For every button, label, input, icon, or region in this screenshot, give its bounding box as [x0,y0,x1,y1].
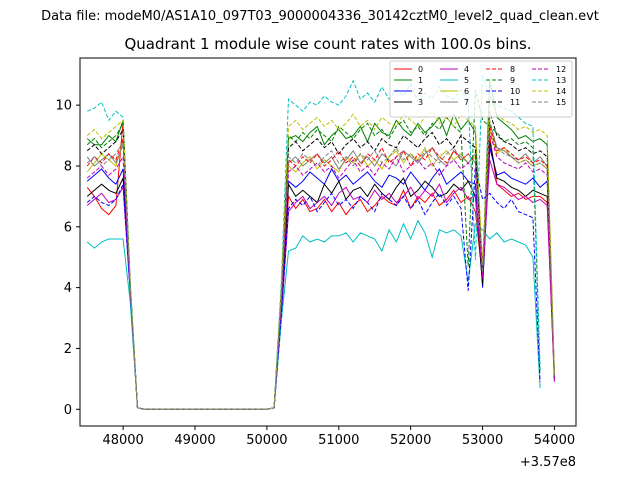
x-tick-label: 53000 [462,433,503,448]
series-line-15 [86,120,555,410]
x-tick-label: 51000 [318,433,359,448]
y-tick-label: 8 [64,159,72,174]
legend-box [389,60,573,118]
x-tick-label: 48000 [102,433,143,448]
legend-label-4: 4 [464,65,469,74]
y-tick-label: 0 [64,403,72,418]
legend-label-8: 8 [510,65,515,74]
legend-label-2: 2 [418,87,423,96]
series-layer [86,74,555,410]
series-line-14 [86,98,555,410]
chart-title: Quadrant 1 module wise count rates with … [124,35,531,53]
legend-label-12: 12 [556,65,566,74]
y-tick-label: 6 [64,220,72,235]
y-tick-label: 2 [64,342,72,357]
plot-area [80,58,576,426]
legend-label-15: 15 [556,98,566,107]
suptitle: Data file: modeM0/AS1A10_097T03_90000043… [41,9,599,24]
legend-label-7: 7 [464,98,469,107]
x-offset-label: +3.57e8 [520,455,576,470]
y-tick-label: 4 [64,281,72,296]
x-tick-label: 54000 [534,433,575,448]
legend-label-13: 13 [556,76,566,85]
x-tick-label: 49000 [174,433,215,448]
legend-label-14: 14 [556,87,566,96]
legend-label-6: 6 [464,87,469,96]
legend-label-11: 11 [510,98,520,107]
axes-layer: 48000 49000 50000 51000 52000 53000 54000 0 2 4 6 8… [55,99,575,448]
legend-label-0: 0 [418,65,423,74]
legend-label-10: 10 [510,87,520,96]
x-tick-label: 50000 [246,433,287,448]
legend-label-5: 5 [464,76,469,85]
legend-label-1: 1 [418,76,423,85]
plot-frame [79,57,577,427]
x-tick-label: 52000 [390,433,431,448]
legend-label-9: 9 [510,76,515,85]
y-tick-label: 10 [55,99,72,114]
legend-label-3: 3 [418,98,423,107]
